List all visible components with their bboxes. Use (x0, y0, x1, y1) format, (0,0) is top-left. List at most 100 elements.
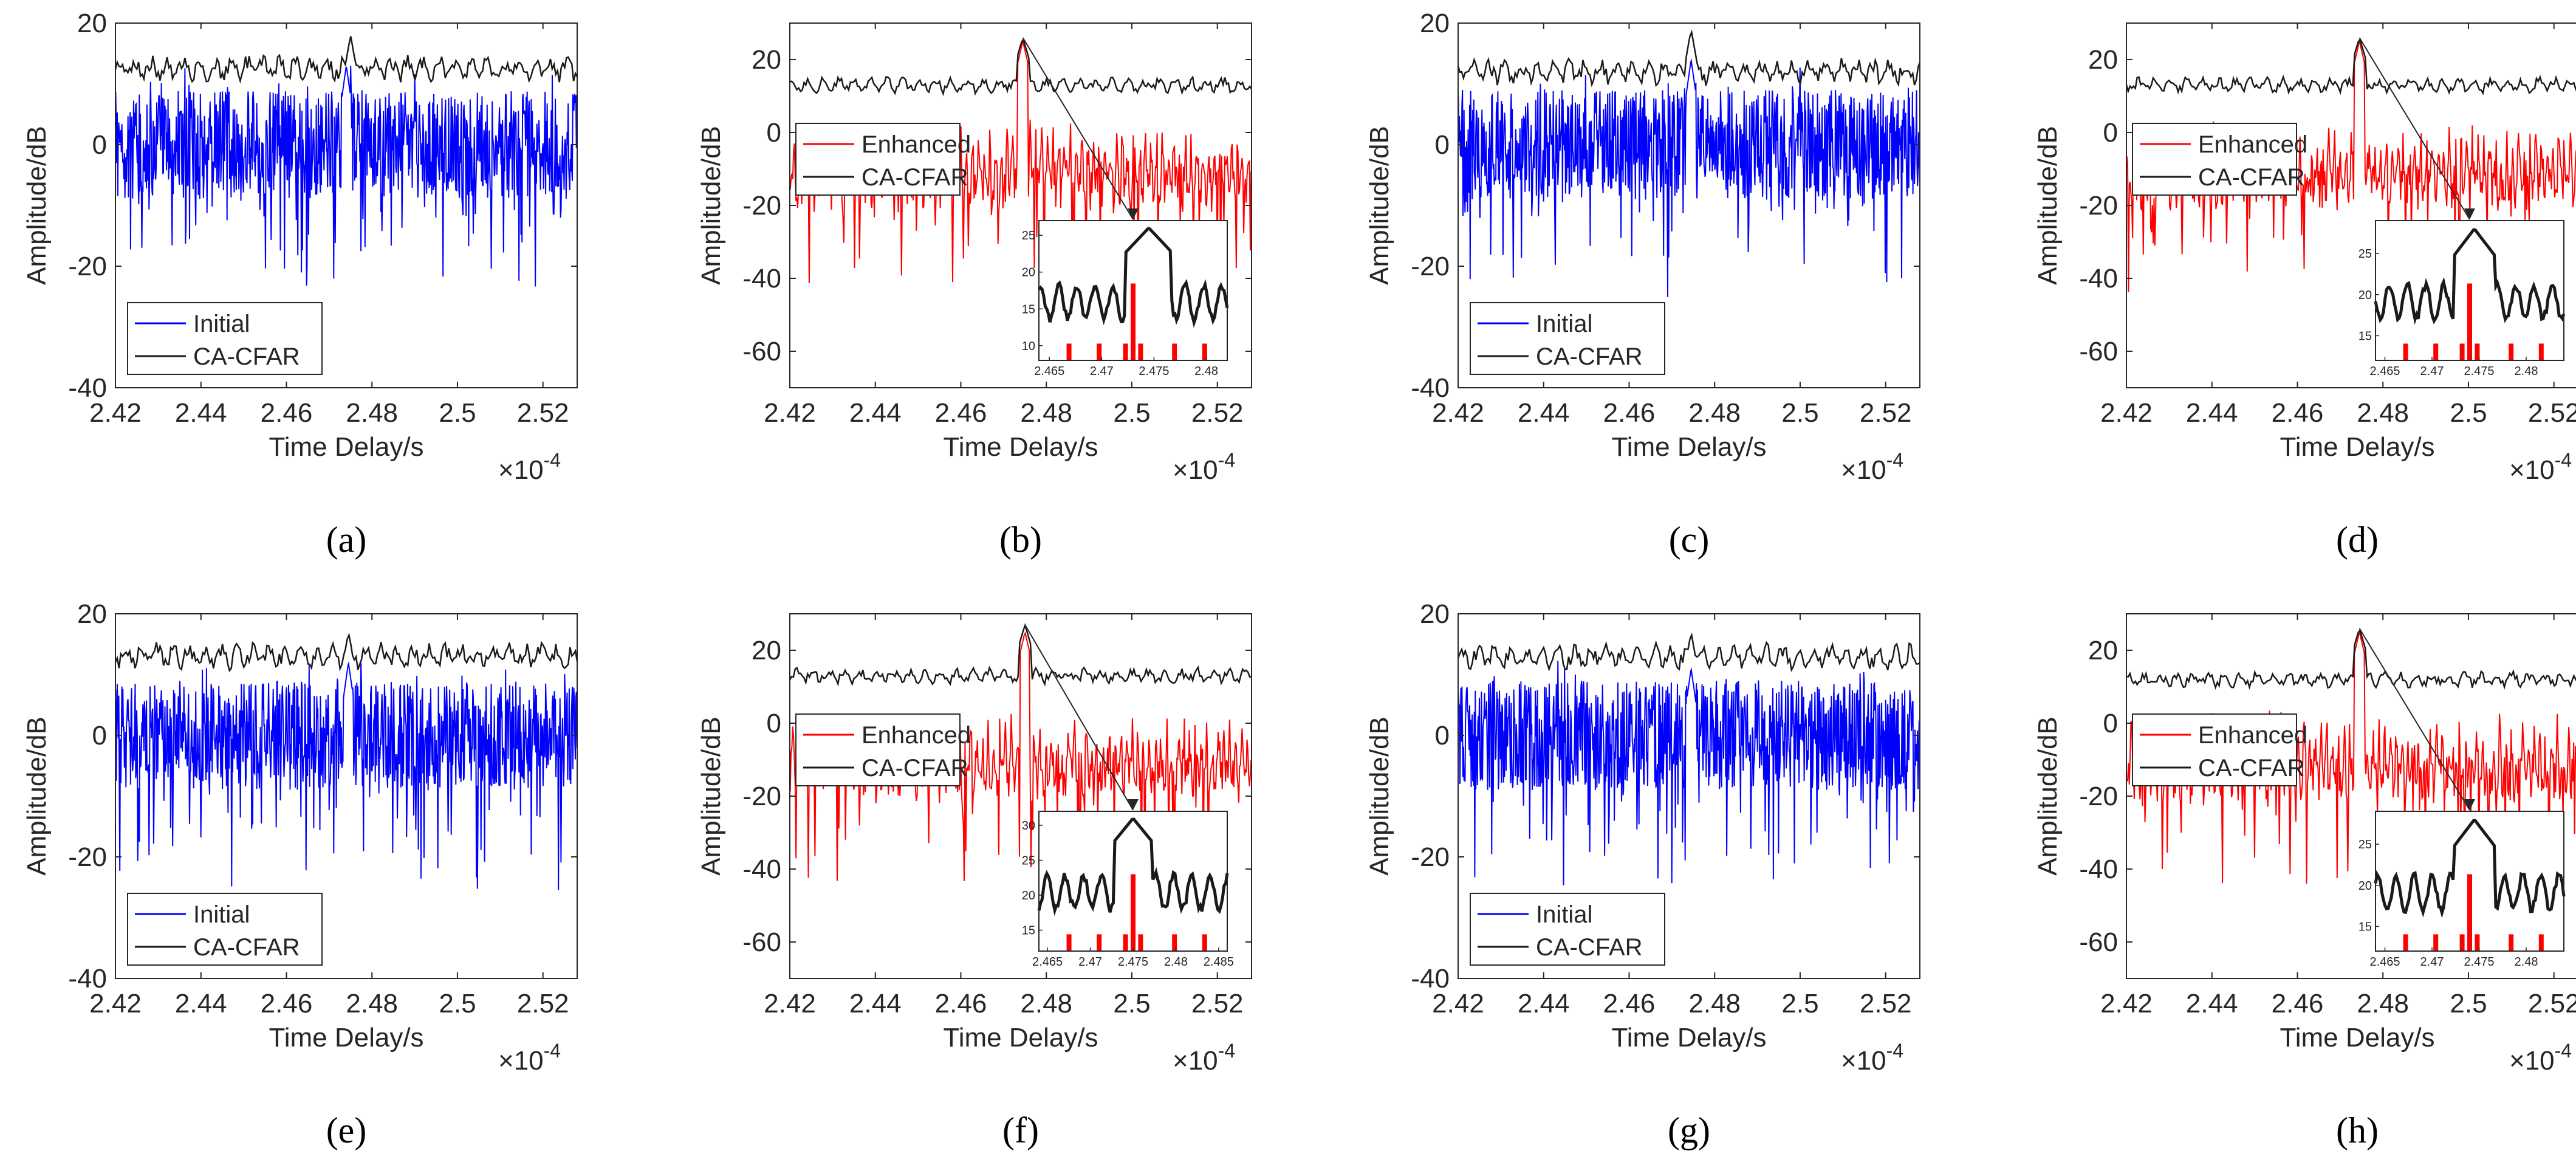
panel-caption: (a) (326, 520, 367, 560)
legend: Initial CA-CFAR (127, 302, 323, 375)
zoom-inset: 2.465 2.47 2.475 2.48 15 20 25 (2358, 37, 2566, 378)
x-axis-label: Time Delay/s (1611, 1023, 1766, 1053)
y-tick-label: -20 (1411, 252, 1450, 281)
x-tick-label: 2.52 (517, 989, 569, 1019)
x-axis-label: Time Delay/s (269, 1023, 423, 1053)
zoom-inset: 2.465 2.47 2.475 2.48 2.485 15 20 25 30 (1022, 624, 1234, 969)
y-axis-label: Amplitude/dB (696, 717, 726, 876)
x-axis-label: Time Delay/s (943, 432, 1098, 462)
x-exponent-power: -4 (1218, 449, 1235, 471)
y-tick-label: -40 (1411, 373, 1450, 403)
inset-enhanced-lobe (2403, 934, 2408, 951)
x-tick-label: 2.44 (175, 398, 227, 428)
legend-label-signal: Initial (1536, 311, 1592, 337)
x-tick-label: 2.5 (439, 398, 476, 428)
inset-y-tick-label: 15 (1022, 924, 1035, 938)
inset-enhanced-lobe (2475, 934, 2480, 951)
y-axis-label: Amplitude/dB (1365, 126, 1394, 285)
x-tick-label: 2.46 (261, 398, 313, 428)
inset-frame (2375, 811, 2564, 952)
y-tick-label: -20 (742, 782, 781, 811)
y-axis-label: Amplitude/dB (2033, 717, 2063, 876)
legend-box (2132, 123, 2297, 196)
legend-label-cfar: CA-CFAR (862, 164, 968, 191)
inset-y-tick-label: 25 (2358, 838, 2372, 851)
panel-caption: (c) (1669, 520, 1710, 560)
zoom-inset: 2.465 2.47 2.475 2.48 10 15 20 25 (1022, 37, 1229, 378)
x-tick-label: 2.42 (1432, 398, 1484, 428)
legend-label-signal: Initial (193, 901, 250, 928)
x-tick-label: 2.5 (2450, 398, 2487, 428)
inset-ca-cfar (2374, 819, 2566, 918)
y-tick-label: -20 (68, 252, 107, 281)
x-tick-label: 2.48 (2357, 989, 2409, 1019)
legend: Enhanced CA-CFAR (2132, 713, 2307, 786)
y-tick-label: -20 (68, 842, 107, 872)
x-tick-label: 2.52 (517, 398, 569, 428)
inset-enhanced-lobe (2467, 874, 2472, 951)
x-exponent-label: ×10-4 (498, 449, 561, 485)
x-exponent-label: ×10-4 (2509, 1040, 2572, 1076)
inset-y-tick-label: 25 (2358, 247, 2372, 261)
y-tick-label: -40 (1411, 964, 1450, 994)
inset-x-tick-label: 2.485 (1204, 955, 1234, 969)
zoom-arrow (2358, 37, 2470, 220)
y-tick-label: -40 (68, 964, 107, 994)
x-exponent-power: -4 (544, 449, 561, 471)
y-tick-label: -60 (742, 337, 781, 366)
panel-f: 2.42 2.44 2.46 2.48 2.5 2.52 -60 -40 -20 0 20 Time … (696, 613, 1252, 1150)
x-axis-label: Time Delay/s (943, 1023, 1098, 1053)
y-tick-label: 0 (767, 709, 781, 738)
x-exponent-base: ×10 (1173, 1046, 1218, 1076)
x-tick-label: 2.5 (1113, 989, 1150, 1019)
panel-b: 2.42 2.44 2.46 2.48 2.5 2.52 -60 -40 -20 0 20 Time … (696, 22, 1253, 560)
inset-y-tick-label: 25 (1022, 854, 1035, 868)
x-axis-label: Time Delay/s (1611, 432, 1766, 462)
inset-y-tick-label: 20 (1022, 266, 1035, 280)
y-tick-label: -60 (2079, 927, 2118, 957)
x-tick-label: 2.48 (1020, 398, 1072, 428)
x-exponent-power: -4 (2555, 449, 2572, 471)
legend: Enhanced CA-CFAR (795, 713, 971, 786)
y-tick-label: -60 (2079, 337, 2118, 366)
trace-ca-cfar (1457, 29, 1921, 88)
inset-enhanced-lobe (1097, 934, 1102, 951)
x-tick-label: 2.44 (1518, 398, 1570, 428)
inset-x-tick-label: 2.47 (1090, 365, 1114, 378)
x-tick-label: 2.42 (764, 989, 816, 1019)
x-exponent-base: ×10 (2509, 1046, 2555, 1076)
x-tick-label: 2.42 (2100, 989, 2153, 1019)
y-axis-label: Amplitude/dB (696, 126, 726, 285)
legend: Initial CA-CFAR (1470, 302, 1665, 375)
axes-frame (1458, 613, 1920, 979)
y-tick-label: 0 (2103, 709, 2118, 738)
inset-x-tick-label: 2.465 (1032, 955, 1063, 969)
x-tick-label: 2.42 (2100, 398, 2153, 428)
inset-y-tick-label: 15 (2358, 920, 2372, 933)
zoom-inset: 2.465 2.47 2.475 2.48 15 20 25 (2358, 628, 2566, 969)
legend-label-signal: Initial (1536, 901, 1592, 928)
x-axis-label: Time Delay/s (2280, 432, 2434, 462)
y-tick-label: 20 (2088, 636, 2118, 665)
x-tick-label: 2.5 (1113, 398, 1150, 428)
legend-box (127, 893, 323, 966)
legend-label-signal: Enhanced (2198, 131, 2307, 158)
panel-caption: (g) (1668, 1110, 1710, 1150)
legend-label-cfar: CA-CFAR (1536, 934, 1643, 961)
zoom-arrow (1022, 37, 1134, 220)
inset-y-tick-label: 25 (1022, 229, 1035, 242)
x-exponent-power: -4 (1218, 1040, 1235, 1062)
zoom-arrow-head (1128, 208, 1139, 219)
y-axis-label: Amplitude/dB (22, 126, 52, 285)
trace-initial (1458, 661, 1920, 885)
y-tick-label: -40 (742, 264, 781, 294)
inset-frame (1038, 220, 1228, 361)
panel-e: 2.42 2.44 2.46 2.48 2.5 2.52 -40 -20 0 20 Time Del… (22, 599, 578, 1150)
inset-frame (2375, 220, 2564, 361)
inset-x-tick-label: 2.48 (1164, 955, 1188, 969)
inset-enhanced-lobe (1202, 343, 1207, 360)
inset-y-tick-label: 15 (2358, 329, 2372, 343)
x-tick-label: 2.52 (2528, 989, 2576, 1019)
x-exponent-base: ×10 (1841, 1046, 1886, 1076)
trace-initial (115, 66, 578, 287)
